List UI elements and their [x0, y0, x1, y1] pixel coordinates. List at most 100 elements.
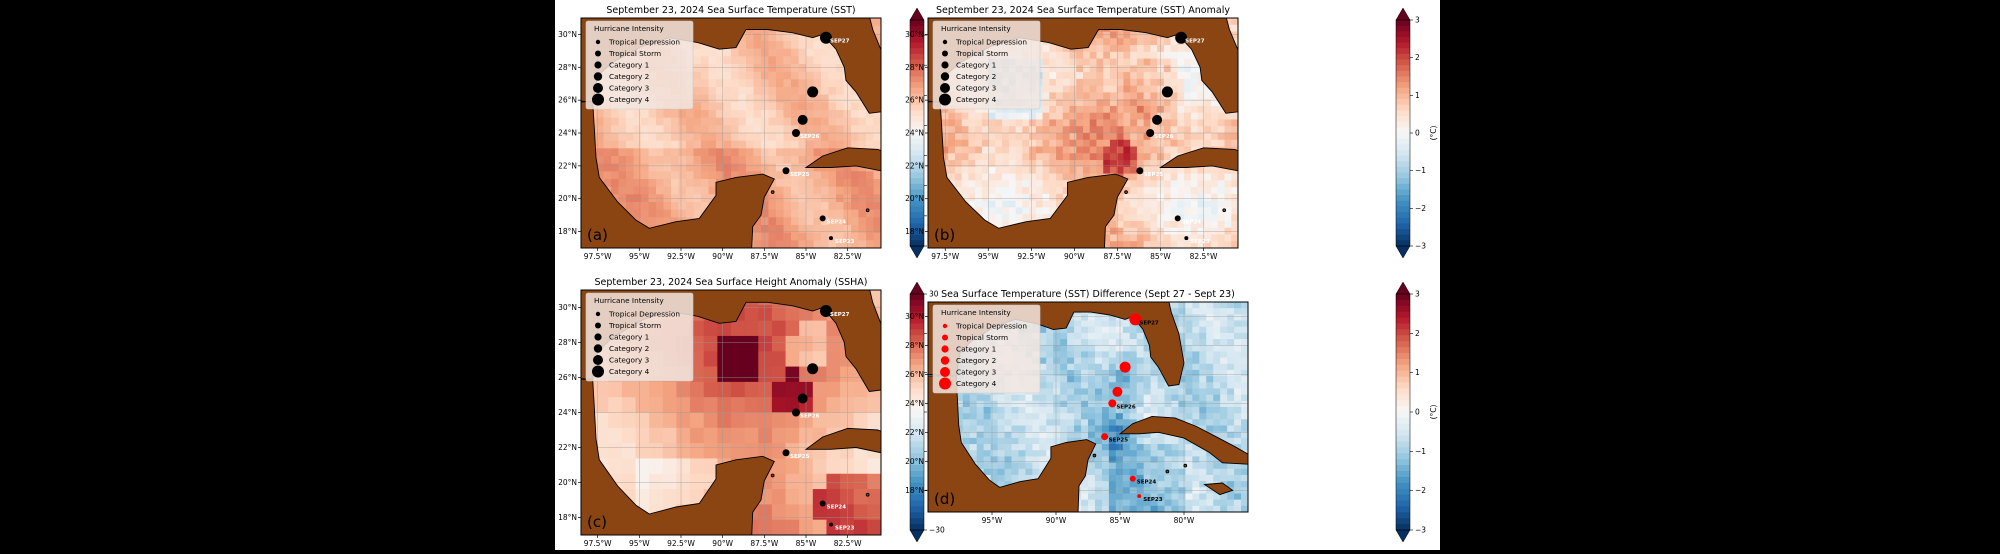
- legend-marker: [594, 72, 602, 80]
- lon-tick-label: 97.5°W: [584, 252, 612, 261]
- legend-marker: [942, 335, 948, 341]
- track-marker: [1136, 167, 1143, 174]
- track-marker: [820, 501, 826, 507]
- legend-item: Category 2: [956, 72, 996, 81]
- track-label: SEP27: [830, 312, 850, 318]
- lon-tick-label: 92.5°W: [667, 539, 695, 548]
- legend-item: Category 4: [609, 95, 650, 104]
- track-label: SEP24: [827, 219, 847, 225]
- track-label: SEP24: [1182, 219, 1202, 225]
- colorbar-tick-label: 2: [1415, 329, 1420, 338]
- legend-item: Category 2: [609, 344, 649, 353]
- legend-marker: [941, 356, 949, 364]
- colorbar-tick-label: 1: [1415, 91, 1420, 100]
- legend-item: Tropical Depression: [955, 38, 1027, 47]
- lon-tick-label: 90°W: [1046, 516, 1067, 525]
- track-marker: [1120, 362, 1131, 373]
- track-marker: [1175, 215, 1181, 221]
- legend-item: Category 3: [956, 84, 997, 93]
- lat-tick-label: 22°N: [558, 161, 577, 170]
- lon-tick-label: 97.5°W: [931, 252, 959, 261]
- track-marker: [1162, 86, 1173, 97]
- colorbar-extend-max: [910, 8, 924, 20]
- panel-label: (c): [587, 513, 607, 531]
- legend-marker: [595, 323, 601, 329]
- lon-tick-label: 87.5°W: [750, 539, 778, 548]
- lat-tick-label: 20°N: [905, 457, 924, 466]
- legend-item: Tropical Storm: [955, 49, 1008, 58]
- legend-marker: [942, 51, 948, 57]
- panel-title: September 23, 2024 Sea Surface Height An…: [594, 277, 867, 288]
- legend-marker: [594, 344, 602, 352]
- legend-marker: [943, 40, 947, 44]
- legend-item: Tropical Depression: [608, 310, 680, 319]
- lat-tick-label: 24°N: [905, 399, 924, 408]
- track-marker: [807, 363, 818, 374]
- lat-tick-label: 20°N: [558, 478, 577, 487]
- track-label: SEP25: [1109, 438, 1129, 444]
- lat-tick-label: 18°N: [905, 227, 924, 236]
- lat-tick-label: 26°N: [558, 373, 577, 382]
- track-marker: [1184, 236, 1188, 240]
- lat-tick-label: 24°N: [558, 129, 577, 138]
- lat-tick-label: 28°N: [558, 63, 577, 72]
- colorbar-tick-label: −1: [1415, 447, 1426, 456]
- legend-item: Tropical Storm: [608, 321, 661, 330]
- colorbar-tick-label: −1: [1415, 166, 1426, 175]
- colorbar-tick-label: 0: [1415, 129, 1420, 138]
- lat-tick-label: 24°N: [558, 408, 577, 417]
- lat-tick-label: 24°N: [905, 129, 924, 138]
- panel-label: (a): [587, 226, 608, 244]
- lat-tick-label: 18°N: [558, 227, 577, 236]
- lat-tick-label: 30°N: [905, 30, 924, 39]
- panel-label: (d): [934, 490, 955, 508]
- colorbar-tick-label: −30: [929, 526, 945, 535]
- track-label: SEP24: [827, 505, 847, 511]
- lon-tick-label: 85°W: [796, 252, 817, 261]
- lon-tick-label: 82.5°W: [834, 252, 862, 261]
- track-label: SEP27: [1185, 39, 1205, 45]
- track-label: SEP23: [1143, 497, 1163, 503]
- legend-marker: [940, 367, 950, 377]
- colorbar-extend-max: [1396, 8, 1410, 20]
- track-marker: [1108, 399, 1116, 407]
- colorbar-extend-max: [910, 282, 924, 294]
- colorbar-tick-label: 30: [929, 290, 939, 299]
- colorbar-extend-min: [910, 530, 924, 542]
- legend-marker: [592, 94, 604, 106]
- lon-tick-label: 82.5°W: [1190, 252, 1218, 261]
- legend-item: Tropical Depression: [608, 38, 680, 47]
- figure: September 23, 2024 Sea Surface Temperatu…: [555, 0, 1440, 550]
- track-label: SEP26: [800, 414, 820, 420]
- legend-marker: [593, 355, 603, 365]
- track-label: SEP26: [1154, 134, 1174, 140]
- legend-marker: [940, 83, 950, 93]
- figure-svg: September 23, 2024 Sea Surface Temperatu…: [555, 0, 1440, 550]
- track-marker: [829, 523, 833, 527]
- colorbar-tick-label: 2: [1415, 53, 1420, 62]
- legend-marker: [595, 51, 601, 57]
- lon-tick-label: 90°W: [712, 252, 733, 261]
- panel-b: September 23, 2024 Sea Surface Temperatu…: [902, 5, 1438, 264]
- lat-tick-label: 26°N: [905, 370, 924, 379]
- track-marker: [792, 409, 800, 417]
- lon-tick-label: 85°W: [1150, 252, 1171, 261]
- legend-item: Category 2: [956, 356, 996, 365]
- lon-tick-label: 90°W: [1064, 252, 1085, 261]
- legend-title: Hurricane Intensity: [594, 296, 664, 305]
- colorbar-tick-label: −2: [1415, 486, 1426, 495]
- lon-tick-label: 95°W: [978, 252, 999, 261]
- track-label: SEP23: [835, 526, 855, 532]
- lon-tick-label: 92.5°W: [667, 252, 695, 261]
- colorbar-tick-label: −3: [1415, 526, 1426, 535]
- lon-tick-label: 85°W: [796, 539, 817, 548]
- colorbar-unit-label: (°C): [1429, 405, 1438, 420]
- lon-tick-label: 92.5°W: [1017, 252, 1045, 261]
- track-marker: [1137, 494, 1141, 498]
- lat-tick-label: 26°N: [905, 96, 924, 105]
- track-marker: [783, 449, 790, 456]
- track-marker: [792, 129, 800, 137]
- lat-tick-label: 26°N: [558, 96, 577, 105]
